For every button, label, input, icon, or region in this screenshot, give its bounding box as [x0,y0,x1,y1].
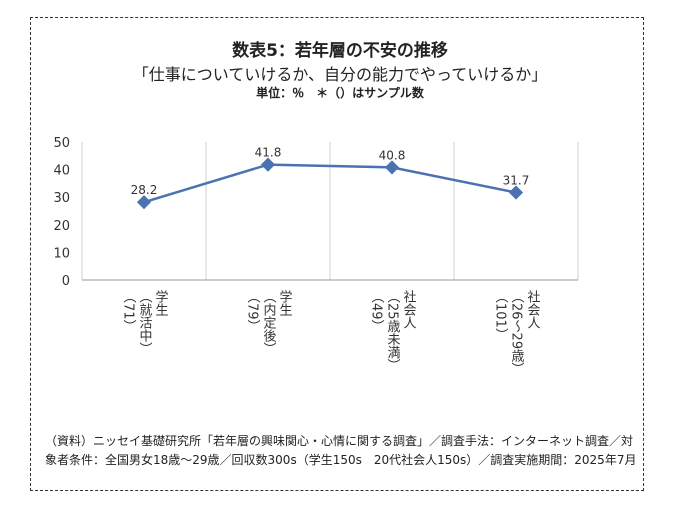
y-tick-label: 10 [53,246,70,261]
data-point [260,157,276,172]
data-label: 28.2 [131,183,158,197]
y-tick-label: 40 [53,164,70,179]
chart-title: 数表5：若年層の不安の推移 [232,41,448,61]
y-axis: 0 10 20 30 40 50 [53,136,70,289]
x-category-label: （26～29歳） [509,290,525,375]
x-category-label: 学生 [153,289,169,316]
x-category-label: （49） [369,290,385,333]
y-tick-label: 20 [53,219,70,234]
y-tick-label: 0 [62,274,70,289]
y-tick-label: 30 [53,191,70,206]
data-point [508,185,524,200]
data-point [136,195,152,210]
series-line [143,163,517,204]
unit-note: 単位：％ ＊（）はサンプル数 [256,86,424,100]
x-category-label: （71） [121,290,137,333]
y-tick-label: 50 [53,136,70,151]
x-category-label: 社会人 [525,289,541,329]
x-axis: 学生（就活中）（71） 学生（内定後）（79） 社会人（25歳未満）（49） 社会人（… [82,279,578,375]
x-category-label: （101） [493,290,509,341]
x-category-label: 学生 [277,289,293,316]
x-category-label: 社会人 [401,289,417,329]
chart-subtitle: 「仕事についていけるか、自分の能力でやっていけるか」 [132,65,548,84]
data-label: 41.8 [255,146,282,160]
data-label: 40.8 [379,148,406,162]
x-category-label: （就活中） [137,290,153,355]
chart-grid [81,142,579,280]
data-label: 31.7 [503,174,530,188]
data-point [384,160,400,175]
series-1: 28.2 41.8 40.8 31.7 [131,146,530,210]
figure-frame [30,17,644,491]
x-category-label: （79） [245,290,261,333]
x-category-label: （内定後） [261,290,277,355]
x-category-label: （25歳未満） [385,290,401,372]
source-footnote: （資料）ニッセイ基礎研究所「若年層の興味関心・心情に関する調査」／調査手法：イン… [45,434,637,467]
